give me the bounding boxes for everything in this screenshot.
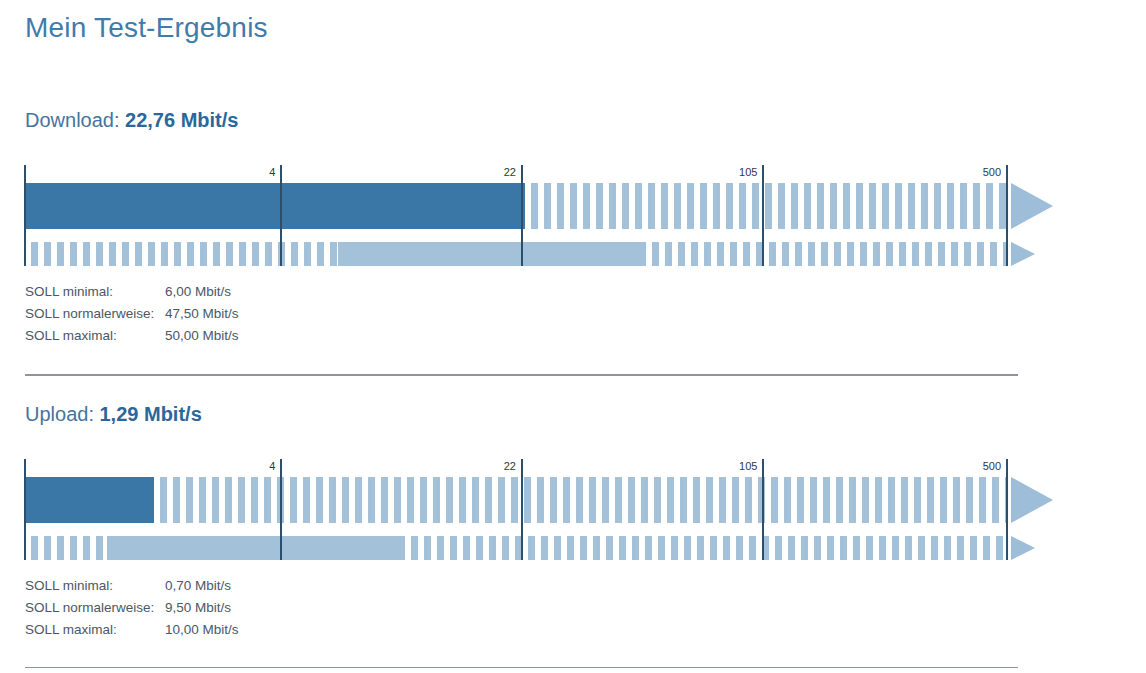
scale-tick-line — [521, 459, 523, 560]
soll-maximal-value: 10,00 Mbit/s — [165, 619, 445, 641]
upload-chart-area: 4 22 105 500 — [25, 457, 1007, 560]
download-heading: Download: 22,76 Mbit/s — [25, 108, 1146, 132]
soll-normalerweise-value: 9,50 Mbit/s — [165, 597, 445, 619]
scale-tick-line — [1006, 165, 1008, 266]
soll-normalerweise-value: 47,50 Mbit/s — [165, 303, 445, 325]
scale-tick-label: 105 — [739, 460, 757, 473]
download-heading-label: Download: — [25, 109, 125, 131]
soll-above-max-stripes — [405, 536, 1007, 560]
scale-tick-line — [280, 459, 282, 560]
soll-range-bar — [25, 536, 1007, 560]
soll-below-min-stripes — [25, 242, 338, 266]
scale-tick-label: 22 — [504, 166, 516, 179]
scale-tick-line — [280, 165, 282, 266]
scale-tick-line — [1006, 459, 1008, 560]
upload-soll-legend: SOLL minimal: 0,70 Mbit/s SOLL normalerw… — [25, 575, 445, 641]
measured-bar — [25, 183, 1007, 229]
measured-value-segment — [25, 477, 154, 523]
soll-above-max-stripes — [646, 242, 1007, 266]
scale-remainder-stripes — [525, 183, 1007, 229]
scale-continues-arrow-top — [1011, 477, 1053, 523]
section-divider — [25, 374, 1018, 376]
scale-tick-label: 4 — [269, 166, 275, 179]
soll-minimal-label: SOLL minimal: — [25, 281, 165, 303]
scale-tick-label: 105 — [739, 166, 757, 179]
scale-tick-line — [521, 165, 523, 266]
soll-maximal-value: 50,00 Mbit/s — [165, 325, 445, 347]
soll-minimal-value: 0,70 Mbit/s — [165, 575, 445, 597]
soll-below-min-stripes — [25, 536, 107, 560]
upload-section: Upload: 1,29 Mbit/s 4 22 105 500 SOLL minim… — [25, 402, 1146, 641]
soll-range-bar — [25, 242, 1007, 266]
upload-chart: 4 22 105 500 — [25, 457, 1146, 560]
scale-tick-line — [762, 459, 764, 560]
scale-continues-arrow-bottom — [1011, 536, 1035, 560]
page-title: Mein Test-Ergebnis — [25, 12, 1146, 44]
soll-normalerweise-label: SOLL normalerweise: — [25, 303, 165, 325]
measured-value-segment — [25, 183, 525, 229]
download-section: Download: 22,76 Mbit/s 4 22 105 500 SOLL mi… — [25, 108, 1146, 347]
measured-bar — [25, 477, 1007, 523]
download-measured-value: 22,76 Mbit/s — [125, 109, 238, 131]
scale-tick-line — [24, 459, 26, 560]
upload-heading-label: Upload: — [25, 403, 100, 425]
scale-continues-arrow-bottom — [1011, 242, 1035, 266]
scale-tick-label: 500 — [983, 460, 1001, 473]
scale-continues-arrow-top — [1011, 183, 1053, 229]
upload-measured-value: 1,29 Mbit/s — [100, 403, 202, 425]
soll-maximal-label: SOLL maximal: — [25, 325, 165, 347]
soll-range-segment — [338, 242, 645, 266]
scale-tick-line — [762, 165, 764, 266]
scale-tick-label: 4 — [269, 460, 275, 473]
scale-tick-label: 22 — [504, 460, 516, 473]
soll-normalerweise-label: SOLL normalerweise: — [25, 597, 165, 619]
scale-tick-line — [24, 165, 26, 266]
upload-heading: Upload: 1,29 Mbit/s — [25, 402, 1146, 426]
soll-minimal-value: 6,00 Mbit/s — [165, 281, 445, 303]
section-divider — [25, 667, 1018, 669]
soll-range-segment — [107, 536, 406, 560]
download-chart: 4 22 105 500 — [25, 163, 1146, 266]
download-soll-legend: SOLL minimal: 6,00 Mbit/s SOLL normalerw… — [25, 281, 445, 347]
scale-tick-label: 500 — [983, 166, 1001, 179]
download-chart-area: 4 22 105 500 — [25, 163, 1007, 266]
soll-maximal-label: SOLL maximal: — [25, 619, 165, 641]
soll-minimal-label: SOLL minimal: — [25, 575, 165, 597]
